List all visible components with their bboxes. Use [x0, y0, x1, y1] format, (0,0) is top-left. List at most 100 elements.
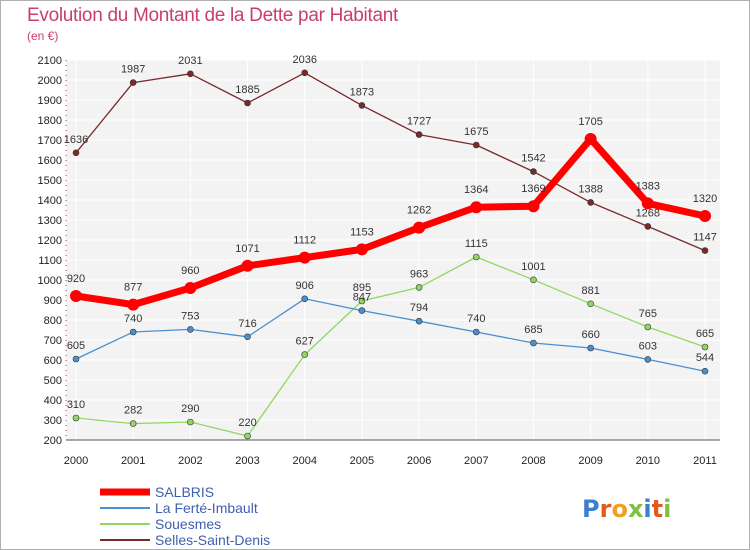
data-label: 906: [296, 280, 314, 292]
data-point: [355, 243, 368, 256]
data-point: [701, 367, 709, 375]
x-tick-label: 2004: [292, 455, 316, 467]
data-label: 1364: [464, 184, 488, 196]
x-tick-label: 2001: [121, 455, 145, 467]
chart-subtitle: (en €): [27, 29, 59, 43]
data-point: [244, 99, 251, 107]
data-label: 920: [67, 273, 85, 285]
y-tick-label: 1800: [38, 115, 62, 127]
x-tick-label: 2002: [178, 455, 202, 467]
data-point: [129, 79, 137, 86]
data-label: 1268: [636, 207, 660, 219]
x-tick-label: 2007: [464, 455, 488, 467]
legend-entry: Souesmes: [155, 516, 221, 532]
data-label: 685: [524, 324, 542, 336]
data-point: [415, 284, 423, 291]
y-tick-label: 200: [44, 435, 62, 447]
data-point: [415, 317, 423, 325]
data-point: [587, 199, 594, 206]
x-tick-label: 2005: [350, 455, 374, 467]
data-label: 665: [696, 328, 714, 340]
data-label: 740: [124, 313, 142, 325]
y-tick-label: 1300: [38, 215, 62, 227]
data-point: [358, 297, 366, 305]
y-tick-label: 300: [44, 415, 62, 427]
data-point: [127, 298, 140, 311]
y-tick-label: 500: [44, 375, 62, 387]
data-point: [699, 210, 711, 222]
legend-entry: SALBRIS: [155, 484, 214, 500]
data-point: [301, 295, 309, 303]
y-tick-label: 1500: [38, 175, 62, 187]
data-point: [187, 70, 194, 78]
data-point: [587, 344, 594, 352]
x-tick-label: 2003: [235, 455, 259, 467]
x-tick-label: 2011: [693, 455, 717, 467]
y-tick-label: 1000: [38, 275, 62, 287]
data-label: 1320: [693, 193, 717, 205]
data-label: 1115: [465, 238, 488, 250]
data-label: 1112: [293, 235, 316, 247]
data-point: [701, 247, 709, 254]
data-label: 765: [639, 308, 657, 320]
data-point: [644, 323, 652, 331]
data-label: 2036: [292, 54, 316, 66]
y-tick-label: 1700: [38, 135, 62, 147]
data-label: 877: [124, 282, 142, 294]
data-label: 627: [296, 336, 314, 348]
x-tick-label: 2009: [578, 455, 602, 467]
data-point: [644, 356, 652, 363]
data-point: [530, 339, 537, 347]
data-label: 282: [124, 405, 142, 417]
data-point: [72, 355, 80, 363]
legend-entry: La Ferté-Imbault: [155, 500, 258, 516]
data-label: 1636: [64, 134, 88, 146]
data-label: 1153: [350, 226, 374, 238]
data-label: 1675: [464, 126, 488, 138]
data-point: [72, 414, 80, 422]
chart-title: Evolution du Montant de la Dette par Hab…: [27, 5, 398, 26]
data-label: 960: [181, 265, 199, 277]
data-point: [358, 307, 366, 314]
y-tick-label: 1100: [38, 255, 62, 267]
legend-entry: Selles-Saint-Denis: [155, 532, 270, 548]
series-line-selles-saint-denis: [75, 72, 706, 252]
data-point: [530, 276, 537, 284]
y-tick-label: 800: [44, 315, 62, 327]
y-tick-label: 1200: [38, 235, 62, 247]
data-label: 1873: [350, 86, 374, 98]
y-tick-label: 400: [44, 395, 62, 407]
data-point: [184, 282, 197, 294]
plot-area: [66, 60, 720, 440]
data-label: 1071: [235, 243, 259, 255]
data-point: [187, 326, 194, 333]
data-label: 963: [410, 268, 428, 280]
data-label: 881: [581, 285, 599, 297]
x-tick-label: 2006: [407, 455, 431, 467]
x-tick-label: 2008: [521, 455, 545, 467]
data-point: [413, 221, 426, 234]
y-tick-label: 900: [44, 295, 62, 307]
data-point: [472, 328, 480, 336]
data-label: 716: [238, 318, 256, 330]
x-tick-label: 2000: [64, 455, 88, 467]
data-label: 1705: [578, 116, 602, 128]
data-label: 1147: [693, 232, 717, 244]
y-tick-label: 1600: [38, 155, 62, 167]
y-tick-label: 1900: [38, 95, 62, 107]
data-point: [301, 69, 309, 77]
data-point: [187, 418, 194, 426]
data-label: 895: [353, 282, 371, 294]
data-label: 794: [410, 302, 428, 314]
data-point: [415, 131, 423, 138]
x-tick-label: 2010: [636, 455, 660, 467]
data-label: 1383: [636, 180, 660, 192]
data-point: [244, 432, 251, 440]
data-point: [470, 201, 483, 214]
y-tick-label: 700: [44, 335, 62, 347]
data-point: [644, 223, 652, 230]
proxiti-logo: Proxiti: [582, 495, 671, 523]
data-point: [301, 351, 309, 358]
data-label: 1388: [578, 183, 602, 195]
